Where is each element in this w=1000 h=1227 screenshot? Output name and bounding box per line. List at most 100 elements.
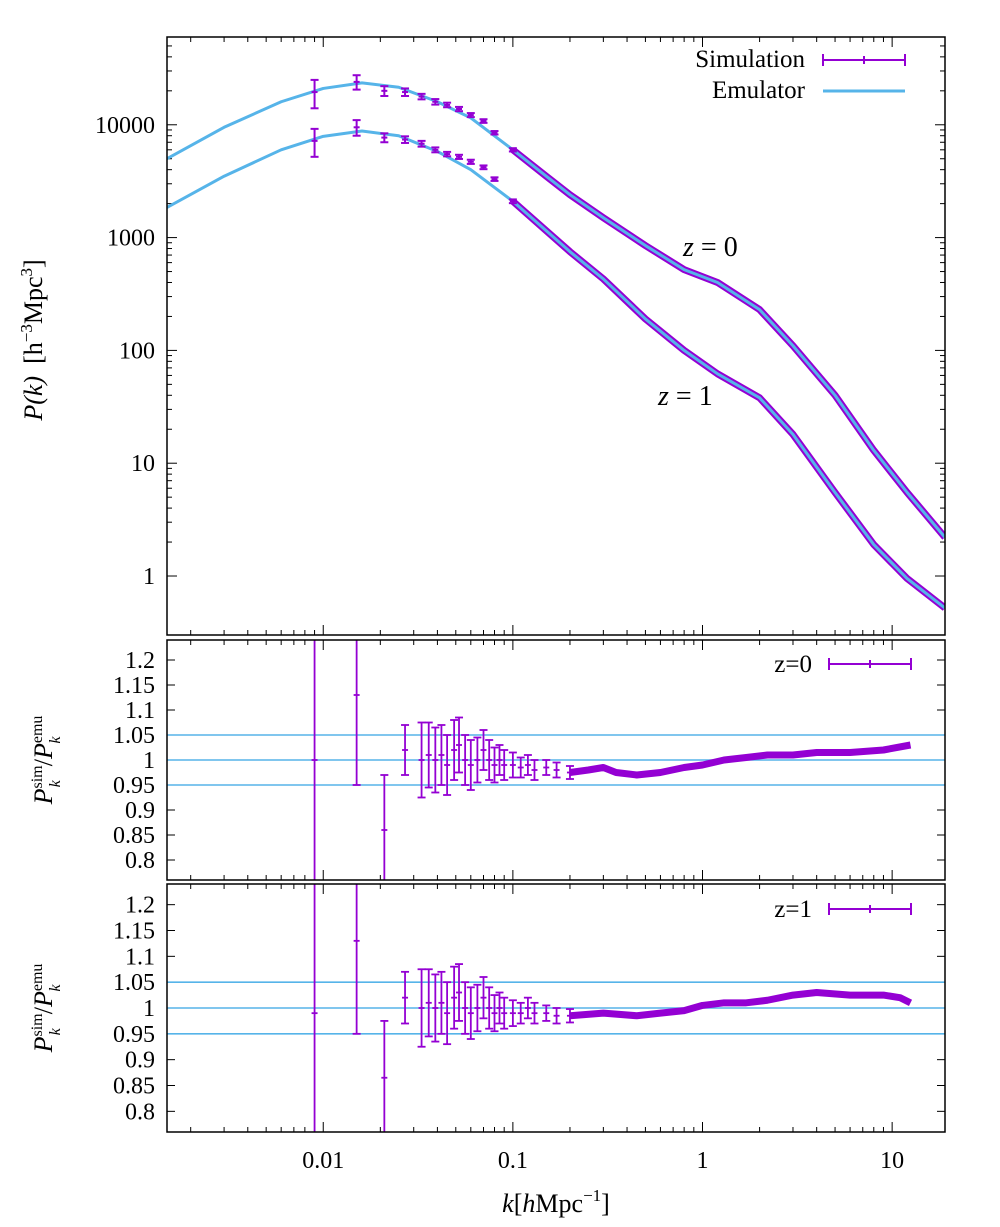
ratio-z1-ratio-point [500, 996, 509, 1030]
ratio-z0-frame [166, 639, 946, 881]
ratio-z0-ratio-point [466, 739, 475, 791]
simulation-point-z0 [508, 147, 517, 153]
ratio-z0-ratio-point [552, 761, 561, 779]
ratio-z0-ratio-point [380, 774, 389, 880]
ratio-z0-legend-label: z=0 [774, 651, 812, 678]
ratio-z0-ratio-point [424, 721, 433, 789]
simulation-point-z1 [401, 135, 410, 144]
ratio-z0-ratio-point [530, 759, 539, 781]
emulator-line-z1 [167, 129, 945, 610]
simulation-point-z1 [490, 176, 499, 182]
simulation-point-z0 [479, 118, 488, 124]
simulation-point-z1 [352, 119, 361, 137]
ratio-z1-ratio-point [523, 996, 532, 1020]
simulation-point-z1 [443, 150, 452, 158]
simulation-point-z0 [401, 87, 410, 97]
legend-emulator-label: Emulator [712, 77, 806, 104]
ratio-z1-ratio-point [455, 963, 464, 1022]
ratio-z1-ratio-point [461, 981, 470, 1035]
ratio-z0-ratio-point [473, 736, 482, 784]
ratio-z0-ratio-point [401, 724, 410, 776]
simulation-point-z1 [508, 198, 517, 205]
ratio-z0-ratio-point [352, 640, 361, 786]
simulation-point-z0 [310, 78, 319, 110]
ratio-z0-ytick-label: 1.1 [125, 698, 155, 724]
ratio-z1-ratio-point [516, 1001, 525, 1025]
power-spectrum-frame [166, 36, 946, 636]
ratio-z1-ratio-point [450, 965, 459, 1030]
simulation-point-z1 [380, 132, 389, 144]
ratio-z1-ytick-label: 1.05 [113, 970, 155, 996]
legend-simulation-label: Simulation [695, 46, 805, 73]
ratio-z1-ratio-point [466, 986, 475, 1040]
legend-simulation-swatch [822, 54, 906, 66]
ratio-z1-ratio-point [508, 999, 517, 1027]
ratio-z1-ratio-point [311, 884, 318, 1132]
ratio-z0-ratio-point [490, 746, 499, 784]
ratio-z1-ratio-point [495, 991, 504, 1025]
ratio-z1-ratio-point [401, 970, 410, 1025]
simulation-point-z0 [466, 112, 475, 119]
ratio-z0-ratio-point [443, 734, 452, 796]
ratio-z0-ratio-point [455, 716, 464, 774]
ratio-z0-ratio-point [461, 734, 470, 786]
ratio-z0-ratio-point [495, 744, 504, 776]
simulation-point-z0 [455, 105, 464, 113]
ratio-z1-legend-label: z=1 [774, 896, 812, 923]
ratio-z1-ratio-point [479, 976, 488, 1020]
ratio-z1-ratio-point [431, 973, 440, 1043]
simulation-point-z1 [431, 146, 440, 154]
ratio-z1-legend: z=1 [774, 896, 912, 923]
ratio-z1-ratio-point [485, 986, 494, 1030]
ratio-z1-ratio-point [542, 1004, 551, 1022]
power-spectrum-ylabel: P(k)[h−3Mpc3] [17, 259, 48, 421]
ratio-z1-ytick-label: 1.1 [125, 944, 155, 970]
x-tick-label: 10 [880, 1148, 904, 1174]
ratio-z0-ytick-label: 1.05 [113, 723, 155, 749]
ratio-z0-ratio-point [542, 759, 551, 776]
power-spectrum-ytick-label: 100 [119, 338, 155, 364]
ratio-z0-ratio-point [431, 726, 440, 794]
x-axis-label: k[hMpc−1] [502, 1186, 610, 1218]
x-tick-label: 0.01 [302, 1148, 344, 1174]
ratio-z1-ratio-point [443, 981, 452, 1046]
simulation-point-z0 [417, 92, 426, 101]
x-tick-label: 0.1 [498, 1148, 528, 1174]
simulation-point-z1 [455, 153, 464, 160]
ratio-z1-ratio-point [380, 1020, 389, 1132]
power-spectrum-ytick-label: 10 [131, 451, 155, 477]
ratio-z0-ytick-label: 0.85 [113, 823, 155, 849]
ratio-z1-ylabel: Psimk/Pemuk [29, 964, 64, 1054]
ratio-z1-ratio-point [490, 994, 499, 1033]
ratio-z0-ratio-point [516, 756, 525, 779]
ratio-z0-ytick-label: 0.8 [125, 848, 155, 874]
ratio-z1-legend-swatch [828, 903, 912, 915]
ratio-z0-plot-area [167, 640, 945, 880]
ratio-z1-ratio-point [424, 968, 433, 1038]
ratio-z0-ratio-point [500, 749, 509, 781]
ratio-z1-ratio-band [569, 989, 913, 1020]
simulation-point-z0 [443, 101, 452, 109]
simulation-point-z1 [466, 158, 475, 165]
ratio-z0-ratio-band [569, 741, 912, 779]
power-spectrum-plot-area [167, 74, 945, 611]
annotation-z0: z = 0 [682, 232, 738, 263]
ratio-z0-ratio-point [417, 721, 426, 799]
ratio-z0-ytick-label: 0.9 [125, 798, 155, 824]
ratio-z1-frame [166, 883, 946, 1133]
ratio-z1-ytick-label: 0.9 [125, 1048, 155, 1074]
ratio-z0-ratio-point [450, 719, 459, 781]
ratio-z1-ytick-label: 0.8 [125, 1099, 155, 1125]
ratio-z0-ratio-point [485, 739, 494, 781]
simulation-band-z0 [510, 147, 945, 540]
simulation-point-z1 [479, 164, 488, 171]
ratio-z0-ytick-label: 1.15 [113, 673, 155, 699]
simulation-point-z0 [490, 130, 499, 136]
ratio-z0-ratio-point [565, 765, 574, 780]
ratio-z0-ratio-point [479, 729, 488, 771]
ratio-z1-ratio-point [565, 1008, 574, 1024]
power-spectrum-ytick-label: 1000 [107, 226, 155, 252]
ratio-z1-ytick-label: 0.85 [113, 1074, 155, 1100]
ratio-z0-legend-swatch [828, 658, 912, 670]
power-spectrum-ytick-label: 10000 [95, 113, 155, 139]
